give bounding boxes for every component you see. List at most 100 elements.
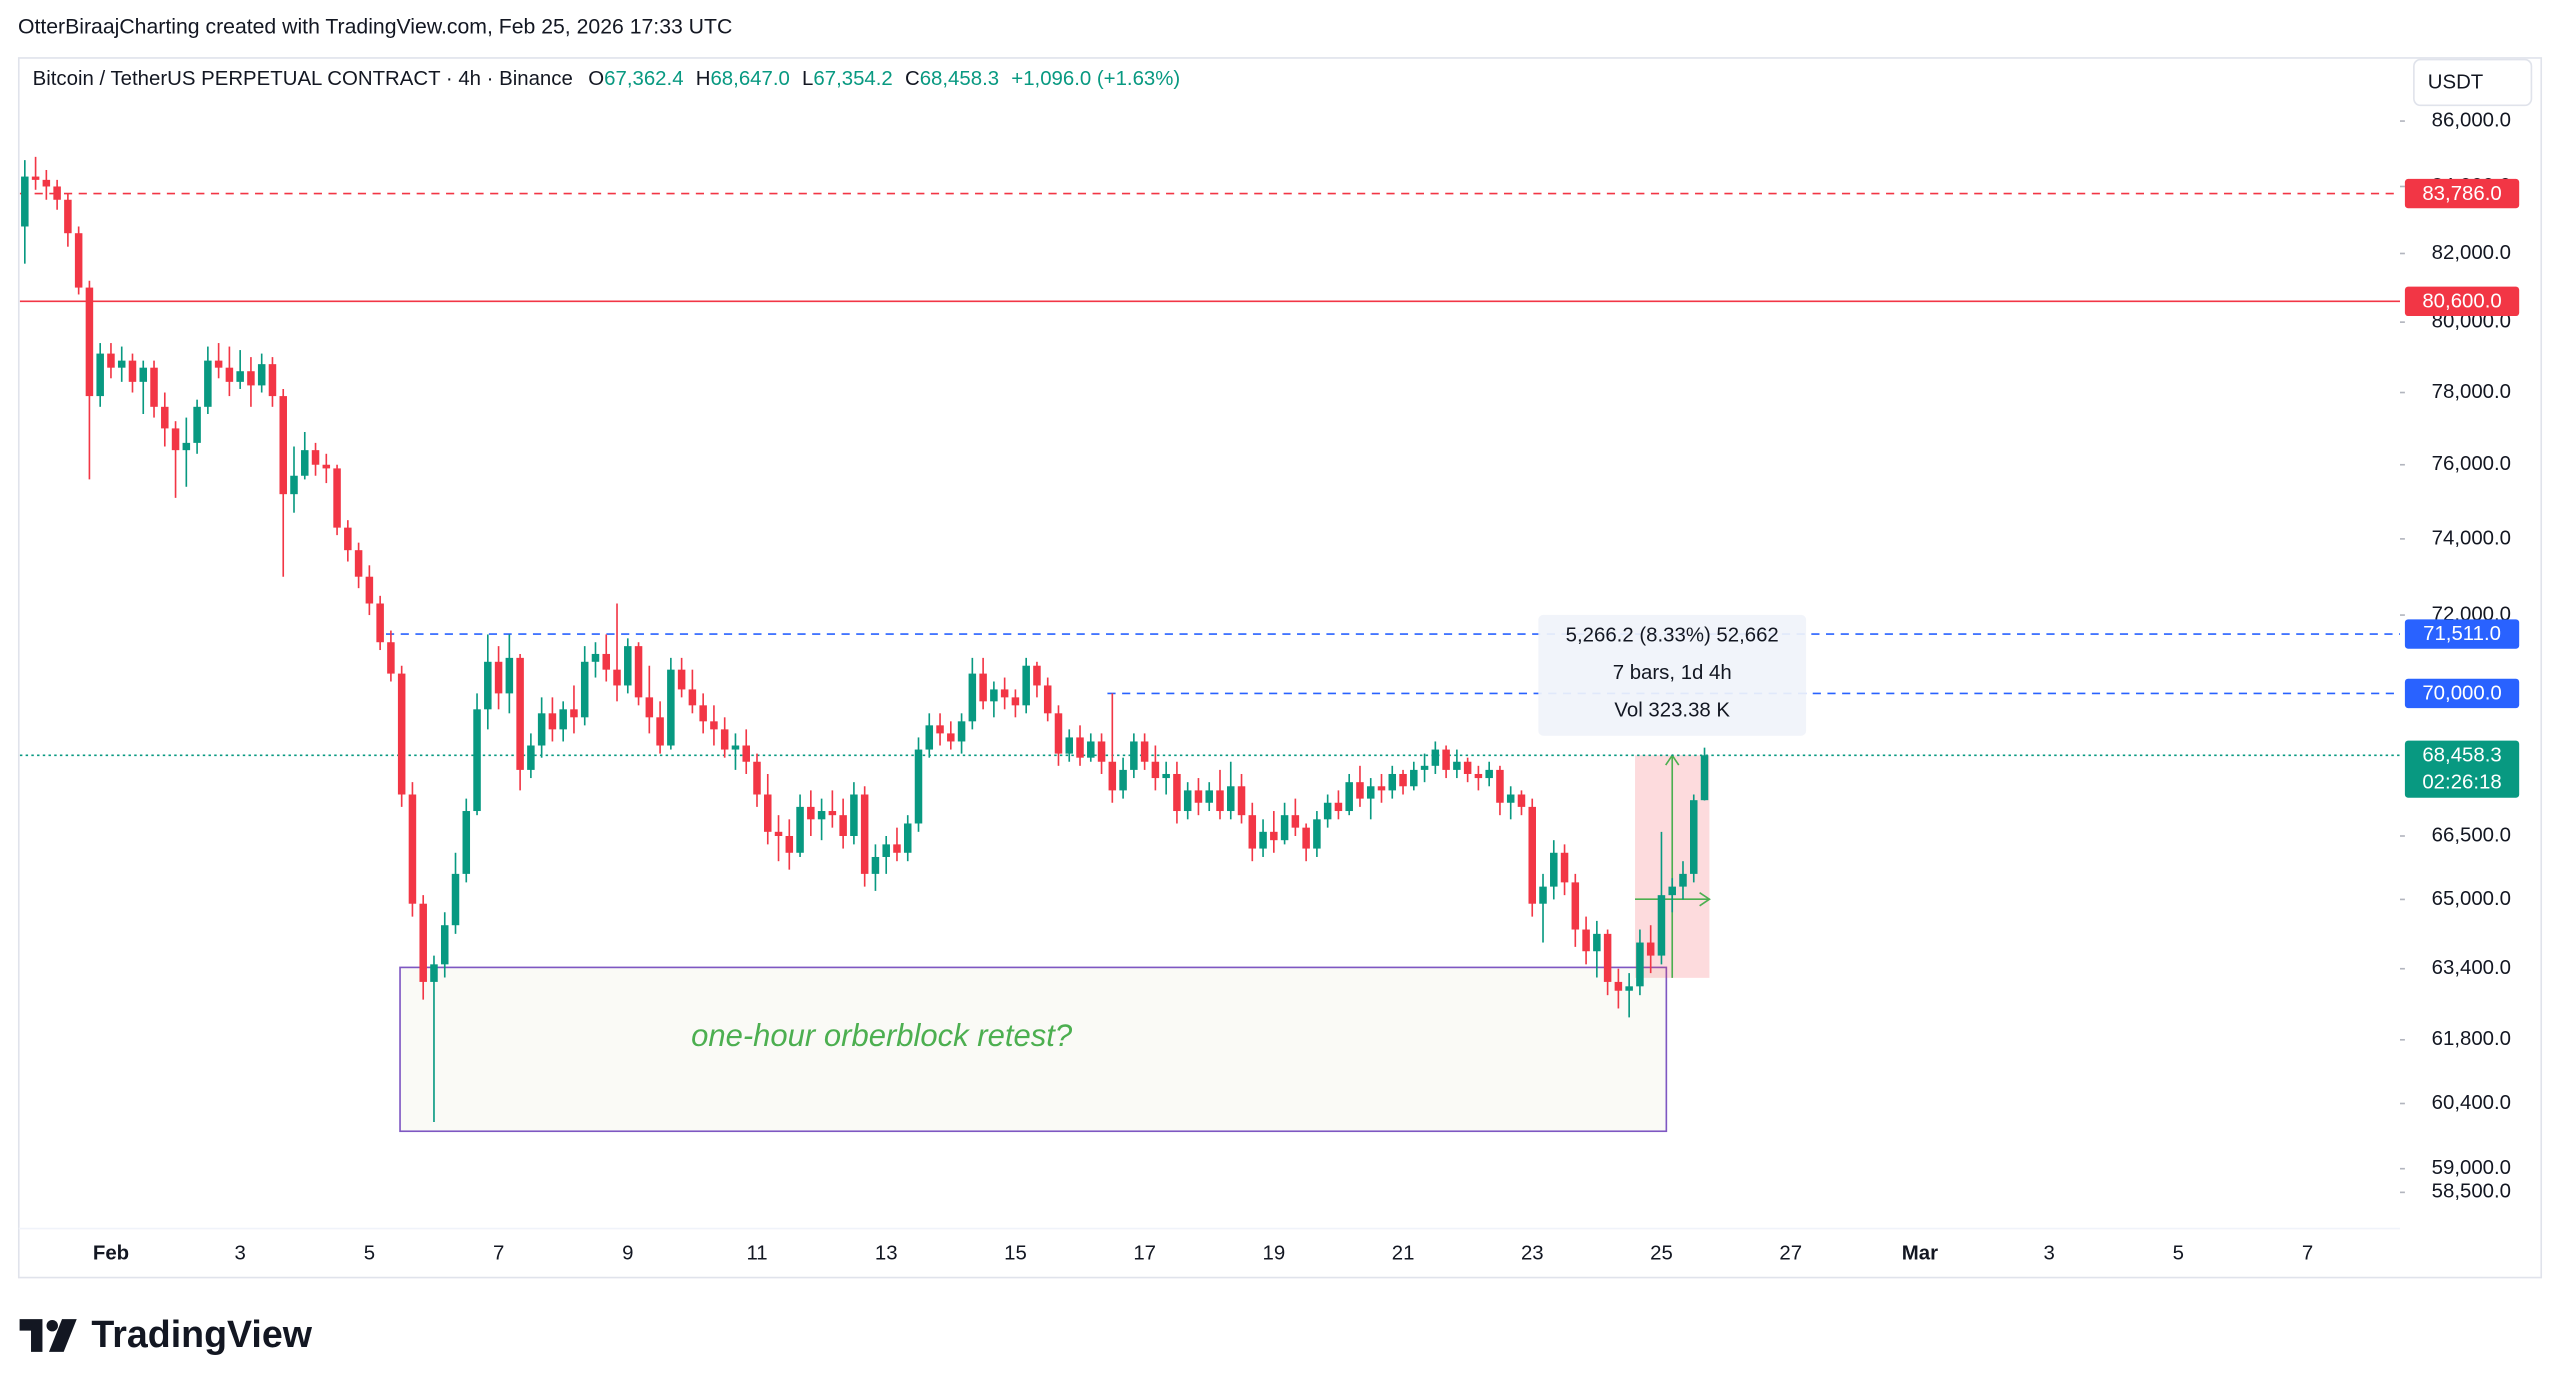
measure-arrow-head: [1699, 892, 1711, 907]
candle-body: [354, 550, 363, 577]
candle-body: [871, 856, 880, 874]
candle-body: [1194, 790, 1203, 803]
x-tick-label: 7: [2302, 1242, 2313, 1264]
legend-value: 68,647.0: [710, 68, 789, 90]
candle-body: [1474, 773, 1483, 779]
candle-body: [1227, 786, 1235, 812]
candle-body: [785, 835, 794, 853]
x-tick-label: 23: [1521, 1242, 1544, 1264]
legend-value: 68,458.3: [920, 68, 999, 90]
candle-body: [731, 745, 740, 750]
candle-body: [268, 364, 277, 397]
candle-body: [484, 661, 492, 710]
candle-body: [139, 367, 148, 382]
candle-body: [720, 729, 729, 750]
candle-body: [1033, 665, 1041, 686]
candle-body: [1485, 769, 1493, 779]
candle-body: [376, 603, 384, 643]
candle-body: [451, 873, 460, 926]
candle-body: [710, 721, 718, 730]
x-tick-label: 7: [493, 1242, 504, 1264]
y-tick-label: 78,000.0: [2432, 381, 2511, 403]
candle-body: [182, 442, 191, 451]
candle-body: [968, 673, 977, 722]
y-tick-label: 58,500.0: [2432, 1181, 2511, 1203]
currency-button[interactable]: [2413, 58, 2533, 107]
legend[interactable]: Bitcoin / TetherUS PERPETUAL CONTRACT · …: [33, 68, 1181, 90]
candle-body: [1334, 802, 1343, 812]
candle-body: [1517, 794, 1526, 807]
candle-body: [161, 406, 169, 429]
candle-body: [667, 669, 675, 746]
credit: OtterBiraajCharting created with Trading…: [18, 15, 732, 38]
x-tick-label: 15: [1004, 1242, 1027, 1264]
candle-body: [1506, 794, 1515, 803]
candle-body: [656, 717, 664, 746]
legend-key: L: [802, 68, 813, 90]
price-label: 83,786.0: [2422, 183, 2501, 205]
candle-body: [1162, 773, 1170, 779]
candle-body: [936, 725, 944, 734]
candle-body: [419, 903, 427, 982]
candle-body: [828, 811, 837, 816]
candle-body: [1259, 831, 1267, 849]
candle-body: [1022, 665, 1030, 706]
y-tick-label: 76,000.0: [2432, 453, 2511, 475]
candle-body: [817, 811, 826, 820]
x-tick-label: 21: [1392, 1242, 1415, 1264]
candle-body: [1119, 769, 1127, 791]
price-label: 70,000.0: [2422, 683, 2501, 705]
candle-body: [1356, 782, 1364, 799]
candle-body: [570, 709, 578, 718]
candle-body: [1366, 786, 1375, 799]
logo-mark: [19, 1319, 43, 1352]
price-label-box: [2404, 678, 2520, 709]
candle-body: [1313, 819, 1321, 849]
measure-info: Vol 323.38 K: [1614, 700, 1730, 722]
candle-body: [462, 811, 471, 874]
candle-body: [1614, 981, 1623, 991]
y-tick-label: 74,000.0: [2432, 527, 2511, 549]
candle-body: [1183, 790, 1192, 812]
candle-body: [925, 725, 934, 750]
candle-body: [1431, 749, 1440, 766]
orderblock-zone: [399, 966, 1668, 1133]
candle-body: [473, 709, 481, 812]
y-tick-label: 63,400.0: [2432, 957, 2511, 979]
candle-body: [1388, 773, 1397, 791]
candle-body: [1453, 761, 1461, 770]
candle-body: [150, 367, 158, 407]
candle-body: [602, 653, 611, 670]
brand-name: TradingView: [91, 1313, 312, 1355]
candle-body: [1679, 873, 1687, 887]
candle-body: [1636, 942, 1644, 987]
candle-body: [117, 360, 126, 368]
candle-body: [397, 673, 406, 795]
legend-symbol: Bitcoin / TetherUS PERPETUAL CONTRACT · …: [33, 68, 573, 90]
candle-body: [1345, 782, 1353, 812]
x-tick-label: 17: [1133, 1242, 1156, 1264]
candle-body: [440, 925, 449, 965]
candle-body: [96, 353, 104, 397]
candle-body: [1700, 755, 1709, 801]
candle-body: [1291, 815, 1300, 828]
candle-body: [990, 689, 998, 702]
candle-body: [537, 713, 546, 746]
candle-body: [753, 761, 761, 795]
candle-body: [742, 745, 750, 762]
candle-body: [430, 964, 438, 982]
candle-body: [1625, 986, 1633, 991]
candle-body: [408, 794, 417, 904]
measure-info-box: [1538, 614, 1807, 736]
x-tick-label: 19: [1263, 1242, 1286, 1264]
y-tick-label: 86,000.0: [2432, 109, 2511, 131]
candle-body: [1205, 790, 1213, 803]
y-tick-label: 61,800.0: [2432, 1028, 2511, 1050]
candle-body: [333, 468, 341, 528]
legend-value: 67,354.2: [813, 68, 892, 90]
candle-body: [494, 661, 503, 694]
y-tick-label: 59,000.0: [2432, 1157, 2511, 1179]
candle-body: [1054, 713, 1063, 754]
